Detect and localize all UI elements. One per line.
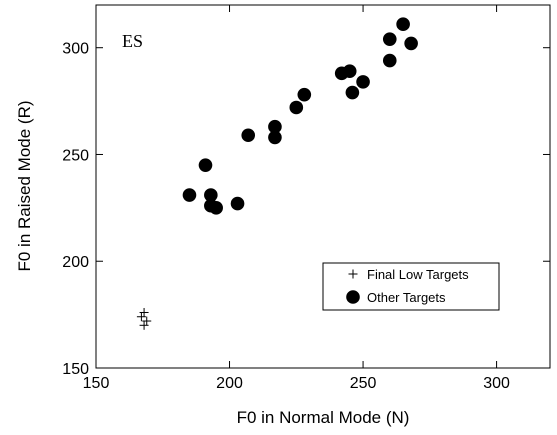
x-tick-label: 300 bbox=[483, 375, 510, 392]
circle-point bbox=[268, 130, 282, 145]
y-axis-title: F0 in Raised Mode (R) bbox=[15, 100, 34, 271]
circle-point bbox=[382, 32, 397, 46]
series-final-low-targets bbox=[136, 307, 152, 330]
plus-point bbox=[139, 307, 149, 317]
plus-point bbox=[139, 320, 149, 330]
legend-label: Final Low Targets bbox=[367, 267, 469, 282]
y-tick-label: 250 bbox=[62, 147, 89, 164]
series-other-targets bbox=[182, 17, 418, 215]
circle-point bbox=[342, 64, 357, 78]
legend-circle-marker bbox=[346, 290, 360, 304]
legend-label: Other Targets bbox=[367, 290, 446, 305]
circle-point bbox=[230, 196, 245, 211]
legend-plus-marker bbox=[348, 269, 358, 279]
panel-annotation: ES bbox=[122, 31, 143, 51]
circle-point bbox=[345, 85, 360, 100]
y-tick-label: 200 bbox=[62, 254, 89, 271]
plot-frame bbox=[95, 4, 551, 369]
circle-point bbox=[209, 201, 223, 215]
circle-point bbox=[396, 17, 410, 32]
circle-point bbox=[289, 100, 304, 115]
x-tick-label: 150 bbox=[83, 375, 110, 392]
data-marks bbox=[136, 17, 418, 330]
legend-item: Final Low Targets bbox=[348, 267, 469, 282]
circle-point bbox=[268, 119, 282, 134]
y-tick-label: 150 bbox=[62, 361, 89, 378]
legend-item: Other Targets bbox=[346, 290, 446, 305]
x-axis-title: F0 in Normal Mode (N) bbox=[237, 408, 410, 427]
circle-point bbox=[182, 188, 197, 202]
circle-point bbox=[297, 87, 312, 102]
legend: Final Low Targets Other Targets bbox=[322, 262, 500, 311]
circle-point bbox=[241, 128, 256, 143]
x-tick-label: 250 bbox=[350, 375, 377, 392]
circle-point bbox=[204, 188, 218, 202]
axis-ticks: 150 200 250 300 150 200 250 300 bbox=[62, 5, 550, 392]
x-tick-label: 200 bbox=[216, 375, 243, 392]
circle-point bbox=[404, 36, 418, 51]
y-tick-label: 300 bbox=[62, 41, 89, 58]
circle-point bbox=[198, 158, 213, 172]
circle-point bbox=[382, 53, 397, 68]
circle-point bbox=[356, 75, 370, 89]
